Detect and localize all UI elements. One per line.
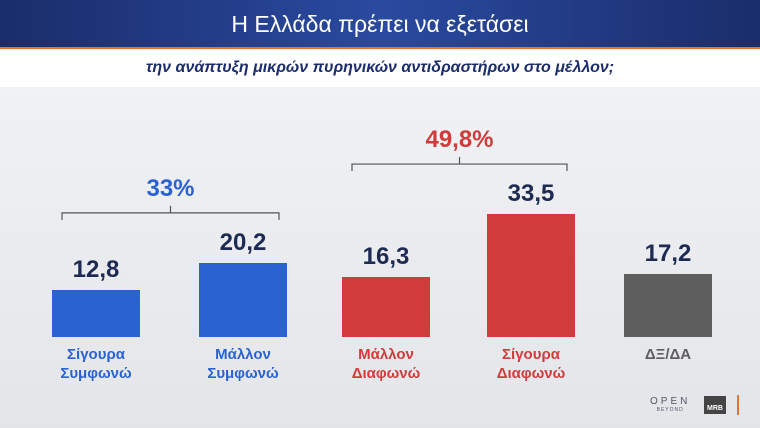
bar (342, 277, 430, 337)
category-label: Σίγουρα Συμφωνώ (60, 346, 132, 382)
bar (624, 273, 712, 337)
logo-open-sub: BEYOND (656, 407, 684, 413)
logo-open: OPEN BEYOND (650, 396, 690, 413)
group-bracket (351, 157, 568, 172)
chart-subtitle: την ανάπτυξη μικρών πυρηνικών αντιδραστή… (145, 59, 615, 76)
logo-open-text: OPEN (650, 396, 691, 407)
bar (52, 290, 140, 337)
category-label: Σίγουρα Διαφωνώ (496, 346, 566, 382)
value-label: 33,5 (507, 180, 555, 208)
chart-title: Η Ελλάδα πρέπει να εξετάσει (231, 11, 529, 37)
value-label: 16,3 (362, 243, 410, 271)
logo-mrb: MRB (704, 396, 726, 414)
logo-divider (737, 395, 739, 415)
category-label: Μάλλον Συμφωνώ (207, 346, 279, 382)
category-label: ΔΞ/ΔΑ (644, 346, 692, 363)
category-label: Μάλλον Διαφωνώ (351, 346, 421, 382)
value-label: 17,2 (644, 239, 692, 267)
value-label: 12,8 (72, 256, 120, 284)
bar (199, 262, 287, 337)
group-bracket (61, 205, 280, 220)
group-label: 33% (146, 174, 195, 202)
header: Η Ελλάδα πρέπει να εξετάσει (0, 0, 760, 49)
subtitle-band: την ανάπτυξη μικρών πυρηνικών αντιδραστή… (0, 49, 760, 87)
bar (487, 214, 575, 337)
value-label: 20,2 (219, 228, 267, 256)
group-label: 49,8% (425, 126, 494, 154)
